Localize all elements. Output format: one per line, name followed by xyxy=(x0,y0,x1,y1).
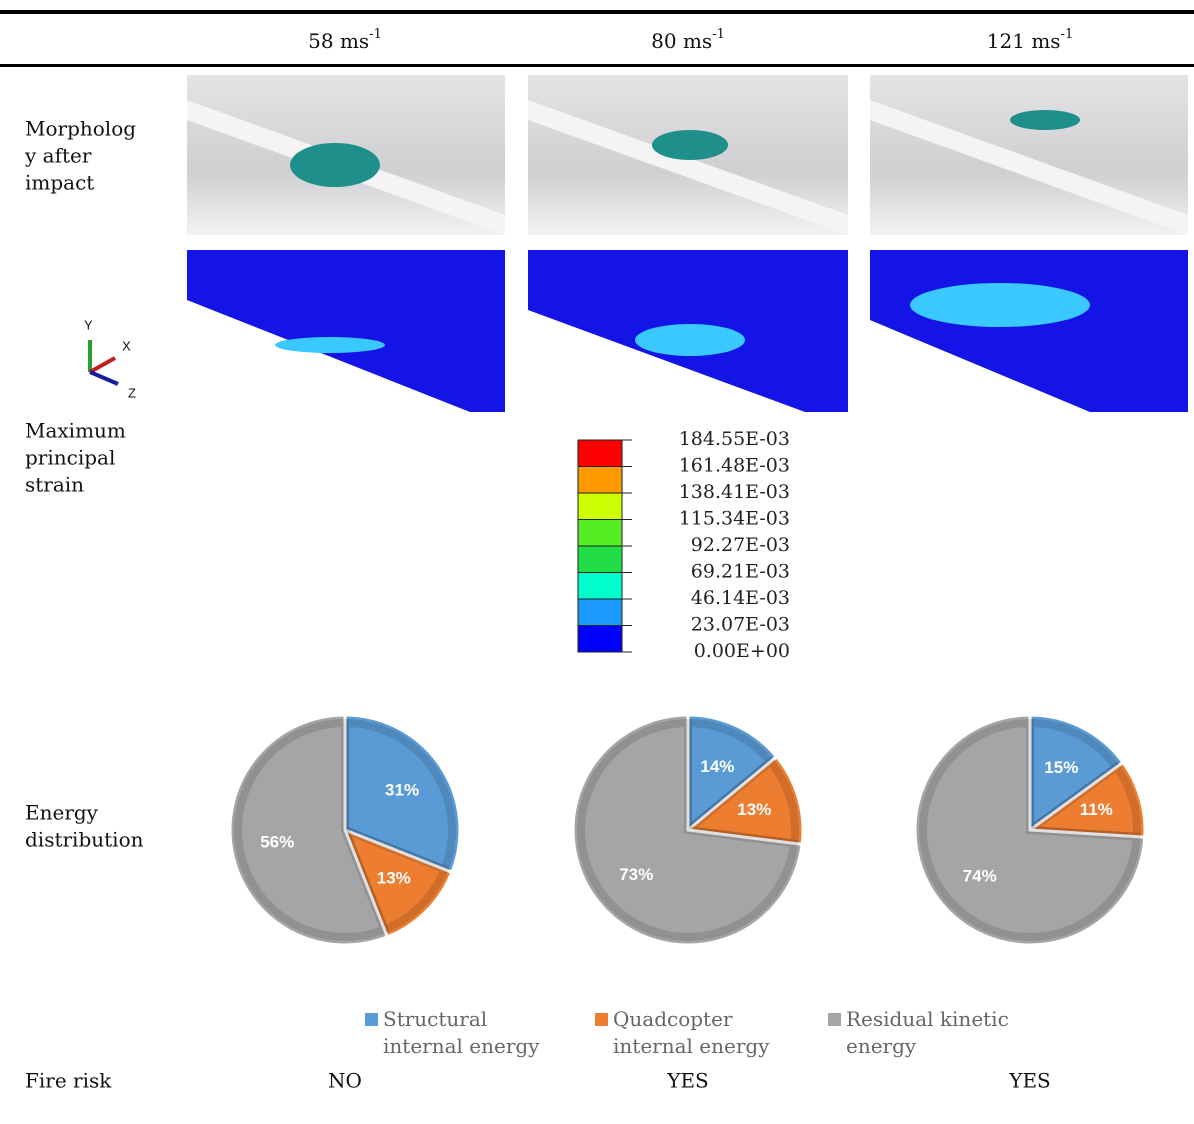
strain-images xyxy=(187,250,1188,412)
page: 58 ms-180 ms-1121 ms-1Morphology afterim… xyxy=(0,0,1194,1124)
fire-risk: YES xyxy=(1008,1069,1051,1093)
colorbar-label: 69.21E-03 xyxy=(691,561,790,583)
colorbar-label: 161.48E-03 xyxy=(679,455,790,477)
legend-text: Residual kinetic energy xyxy=(846,1007,1009,1058)
pie-label: 74% xyxy=(963,867,997,886)
colorbar-swatch xyxy=(578,546,622,573)
colorbar-swatch xyxy=(578,520,622,547)
colorbar-label: 46.14E-03 xyxy=(691,587,790,609)
header-sup: -1 xyxy=(712,27,725,42)
colorbar-label: 184.55E-03 xyxy=(679,428,790,450)
row-label: Fire risk xyxy=(25,1069,112,1093)
colorbar-swatch xyxy=(578,599,622,626)
pie-label: 13% xyxy=(737,800,771,819)
colorbar-label: 92.27E-03 xyxy=(691,534,790,556)
pie-label: 15% xyxy=(1044,758,1078,777)
colorbar-swatch xyxy=(578,440,622,467)
colorbar-swatch xyxy=(578,573,622,600)
legend-swatch xyxy=(595,1013,608,1026)
fire-risk: NO xyxy=(328,1069,362,1093)
row-label: strain xyxy=(25,473,84,497)
row-label: distribution xyxy=(25,828,144,852)
header-rule xyxy=(0,64,1194,67)
pie-label: 31% xyxy=(385,781,419,800)
axis-label: Z xyxy=(128,385,136,400)
figure: 58 ms-180 ms-1121 ms-1Morphology afterim… xyxy=(0,0,1194,1124)
legend-entry: Structural internal energy xyxy=(365,1006,568,1060)
top-rule xyxy=(0,10,1194,14)
legend-swatch xyxy=(365,1013,378,1026)
pie-label: 11% xyxy=(1080,800,1113,819)
row-label: y after xyxy=(24,144,92,168)
colorbar-swatch xyxy=(578,467,622,494)
legend-swatch xyxy=(828,1013,841,1026)
header-sup: -1 xyxy=(369,27,382,42)
pie-label: 73% xyxy=(619,865,653,884)
column-header: 80 ms-1 xyxy=(651,27,725,53)
row-label: Energy xyxy=(25,801,99,825)
column-header: 121 ms-1 xyxy=(987,27,1073,53)
pie-label: 13% xyxy=(377,868,411,887)
row-label: principal xyxy=(25,446,115,470)
colorbar-swatch xyxy=(578,493,622,520)
colorbar-label: 23.07E-03 xyxy=(691,614,790,636)
header-text: 80 ms xyxy=(651,29,712,53)
axis-label: X xyxy=(122,338,131,353)
header-text: 121 ms xyxy=(987,29,1061,53)
colorbar-swatch xyxy=(578,626,622,653)
pie-label: 14% xyxy=(700,757,734,776)
colorbar-label: 138.41E-03 xyxy=(679,481,790,503)
colorbar-label: 115.34E-03 xyxy=(679,508,790,530)
row-label: Morpholog xyxy=(25,117,136,141)
header-text: 58 ms xyxy=(308,29,369,53)
axis-triad xyxy=(90,340,118,384)
legend-entry: Residual kinetic energy xyxy=(828,1006,1031,1060)
morphology-images xyxy=(187,75,1188,235)
legend-entry: Quadcopter internal energy xyxy=(595,1006,798,1060)
row-label: Maximum xyxy=(25,419,126,443)
header-sup: -1 xyxy=(1061,27,1074,42)
fire-risk: YES xyxy=(666,1069,709,1093)
legend-text: Structural internal energy xyxy=(383,1007,539,1058)
row-label: impact xyxy=(25,171,94,195)
colorbar-label: 0.00E+00 xyxy=(694,640,790,662)
axis-label: Y xyxy=(84,317,93,332)
legend-text: Quadcopter internal energy xyxy=(613,1007,769,1058)
pie-label: 56% xyxy=(260,832,294,851)
column-header: 58 ms-1 xyxy=(308,27,382,53)
